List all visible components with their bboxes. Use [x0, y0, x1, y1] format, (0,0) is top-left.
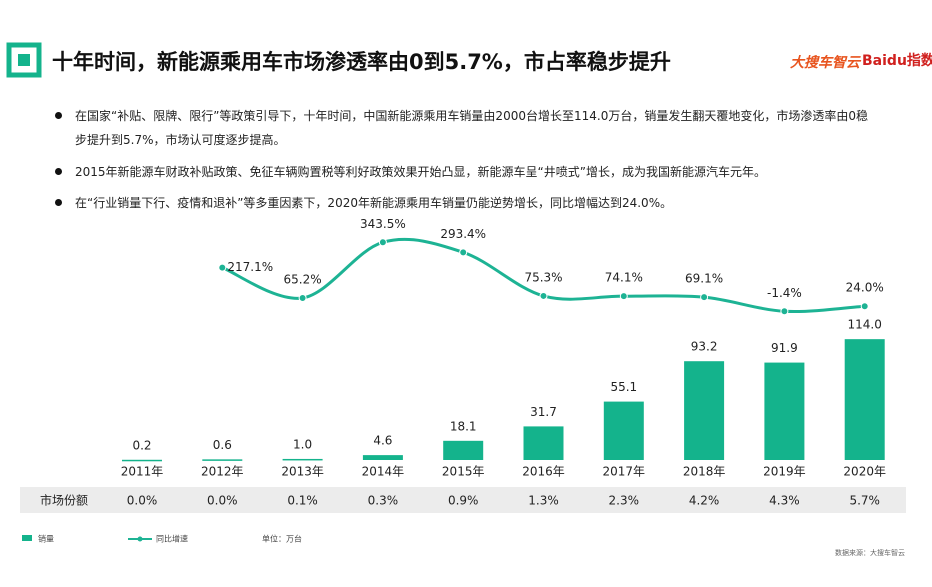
growth-label: 65.2%	[284, 272, 322, 286]
x-tick-label: 2018年	[683, 465, 726, 479]
bar	[603, 401, 644, 460]
share-value: 0.0%	[207, 494, 238, 508]
x-tick-label: 2019年	[763, 465, 806, 479]
growth-label: 69.1%	[685, 272, 723, 286]
growth-label: 217.1%	[227, 260, 273, 274]
growth-point	[700, 293, 709, 302]
bar-label: 31.7	[530, 405, 557, 419]
x-tick-label: 2014年	[362, 465, 405, 479]
source: 数据来源：大搜车智云	[835, 548, 905, 557]
x-tick-label: 2015年	[442, 465, 485, 479]
share-value: 0.1%	[287, 494, 318, 508]
bullet: 在“行业销量下行、疫情和退补”等多重因素下，2020年新能源乘用车销量仍能逆势增…	[55, 191, 875, 215]
title-icon	[6, 42, 42, 78]
growth-point	[619, 292, 628, 301]
share-row-bg	[20, 487, 906, 513]
growth-label: -1.4%	[767, 286, 802, 300]
share-value: 0.0%	[127, 494, 158, 508]
share-value: 0.3%	[368, 494, 399, 508]
x-tick-label: 2013年	[281, 465, 324, 479]
bar	[122, 459, 162, 462]
share-value: 0.9%	[448, 494, 479, 508]
logo: Baidu指数	[862, 53, 932, 69]
title: 十年时间，新能源乘用车市场渗透率由0到5.7%，市占率稳步提升	[52, 50, 671, 74]
growth-point	[860, 302, 869, 311]
growth-label: 75.3%	[524, 270, 562, 284]
logo: 大搜车智云	[790, 55, 860, 71]
bar	[523, 426, 564, 460]
share-value: 5.7%	[849, 494, 880, 508]
legend-dot	[137, 536, 143, 542]
bar-label: 55.1	[610, 380, 637, 394]
x-tick-label: 2011年	[121, 465, 164, 479]
bar	[443, 440, 484, 460]
x-tick-label: 2020年	[843, 465, 886, 479]
bar-label: 91.9	[771, 341, 798, 355]
growth-point	[218, 263, 227, 272]
growth-point	[539, 291, 548, 300]
bar	[764, 362, 805, 460]
bar-label: 93.2	[691, 340, 718, 354]
growth-label: 24.0%	[846, 281, 884, 295]
growth-point	[459, 248, 468, 257]
bar-label: 4.6	[373, 434, 392, 448]
growth-label: 293.4%	[440, 227, 486, 241]
bullet: 在国家“补贴、限牌、限行”等政策引导下，十年时间，中国新能源乘用车销量由2000…	[55, 104, 875, 152]
growth-point	[298, 293, 307, 302]
bar-label: 0.6	[213, 438, 232, 452]
share-label: 市场份额	[40, 493, 88, 508]
growth-point	[378, 238, 387, 247]
growth-point	[780, 307, 789, 316]
bar-label: 18.1	[450, 419, 477, 433]
bar	[844, 339, 885, 460]
bullet: 2015年新能源车财政补贴政策、免征车辆购置税等利好政策效果开始凸显，新能源车呈…	[55, 160, 875, 184]
legend-swatch	[22, 535, 32, 541]
growth-label: 74.1%	[605, 271, 643, 285]
legend-label: 销量	[38, 534, 54, 544]
bar	[362, 455, 403, 460]
bar-label: 1.0	[293, 437, 312, 451]
x-tick-label: 2016年	[522, 465, 565, 479]
x-tick-label: 2012年	[201, 465, 244, 479]
bar-label: 0.2	[132, 438, 151, 452]
bar-label: 114.0	[848, 318, 882, 332]
legend-label: 同比增速	[156, 534, 188, 544]
bar	[202, 459, 243, 461]
share-value: 4.3%	[769, 494, 800, 508]
growth-label: 343.5%	[360, 217, 406, 231]
share-value: 1.3%	[528, 494, 559, 508]
share-value: 2.3%	[609, 494, 640, 508]
unit-label: 单位：万台	[262, 534, 302, 544]
x-tick-label: 2017年	[603, 465, 646, 479]
share-value: 4.2%	[689, 494, 720, 508]
bar	[282, 458, 323, 461]
growth-line	[221, 237, 865, 314]
bar	[684, 361, 725, 460]
